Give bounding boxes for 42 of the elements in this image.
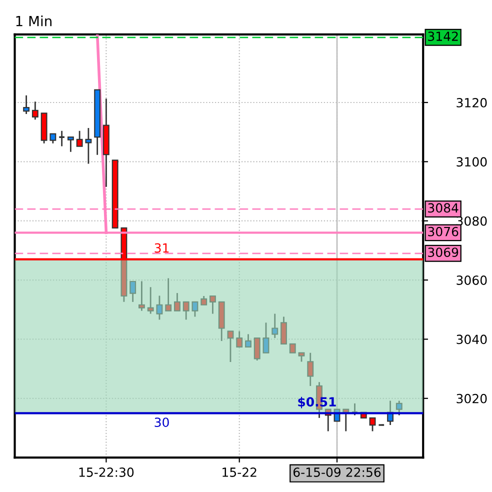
candlestick (280, 316, 287, 345)
candlestick (165, 278, 172, 312)
candlestick (369, 417, 376, 432)
annotation: 30 (154, 418, 169, 428)
candlestick (307, 352, 314, 387)
x-tick-label: 6-15-09 22:56 (293, 468, 381, 477)
ref-line-label: 3076 (428, 226, 458, 236)
candlestick (174, 292, 180, 312)
candlestick (85, 127, 92, 164)
candlestick (245, 333, 252, 348)
candlestick (138, 280, 145, 312)
candlestick (76, 130, 83, 147)
candlestick (32, 100, 38, 120)
candlestick (67, 136, 74, 153)
annotation: $0.51 (298, 396, 336, 408)
candlestick (227, 330, 234, 363)
y-tick-label: 3060 (456, 276, 487, 285)
candlestick (156, 295, 163, 320)
candlestick (236, 330, 243, 348)
candlestick (130, 280, 136, 303)
candlestick (23, 94, 30, 115)
y-tick-label: 3120 (456, 98, 487, 108)
x-tick-label: 15-22 (222, 468, 256, 477)
x-tick-label: 15-22:30 (79, 468, 134, 477)
ref-line-label: 3084 (428, 203, 458, 213)
candlestick (192, 301, 198, 318)
y-tick-label: 3040 (456, 334, 487, 344)
ref-line-label: 3069 (428, 248, 458, 258)
annotation: 31 (154, 243, 169, 253)
candlestick (50, 133, 56, 144)
chart-title: 1 Min (16, 16, 52, 26)
candlestick (182, 301, 190, 320)
candlestick (147, 286, 154, 314)
candlestick (272, 313, 278, 339)
candlestick (210, 295, 216, 314)
ref-line-label: 3142 (428, 32, 458, 42)
candlestick (262, 322, 270, 354)
candlestick (58, 130, 66, 147)
y-tick-label: 3020 (456, 394, 487, 404)
candlestick (396, 400, 402, 416)
candlestick (254, 337, 260, 362)
y-tick-label: 3100 (456, 157, 487, 167)
